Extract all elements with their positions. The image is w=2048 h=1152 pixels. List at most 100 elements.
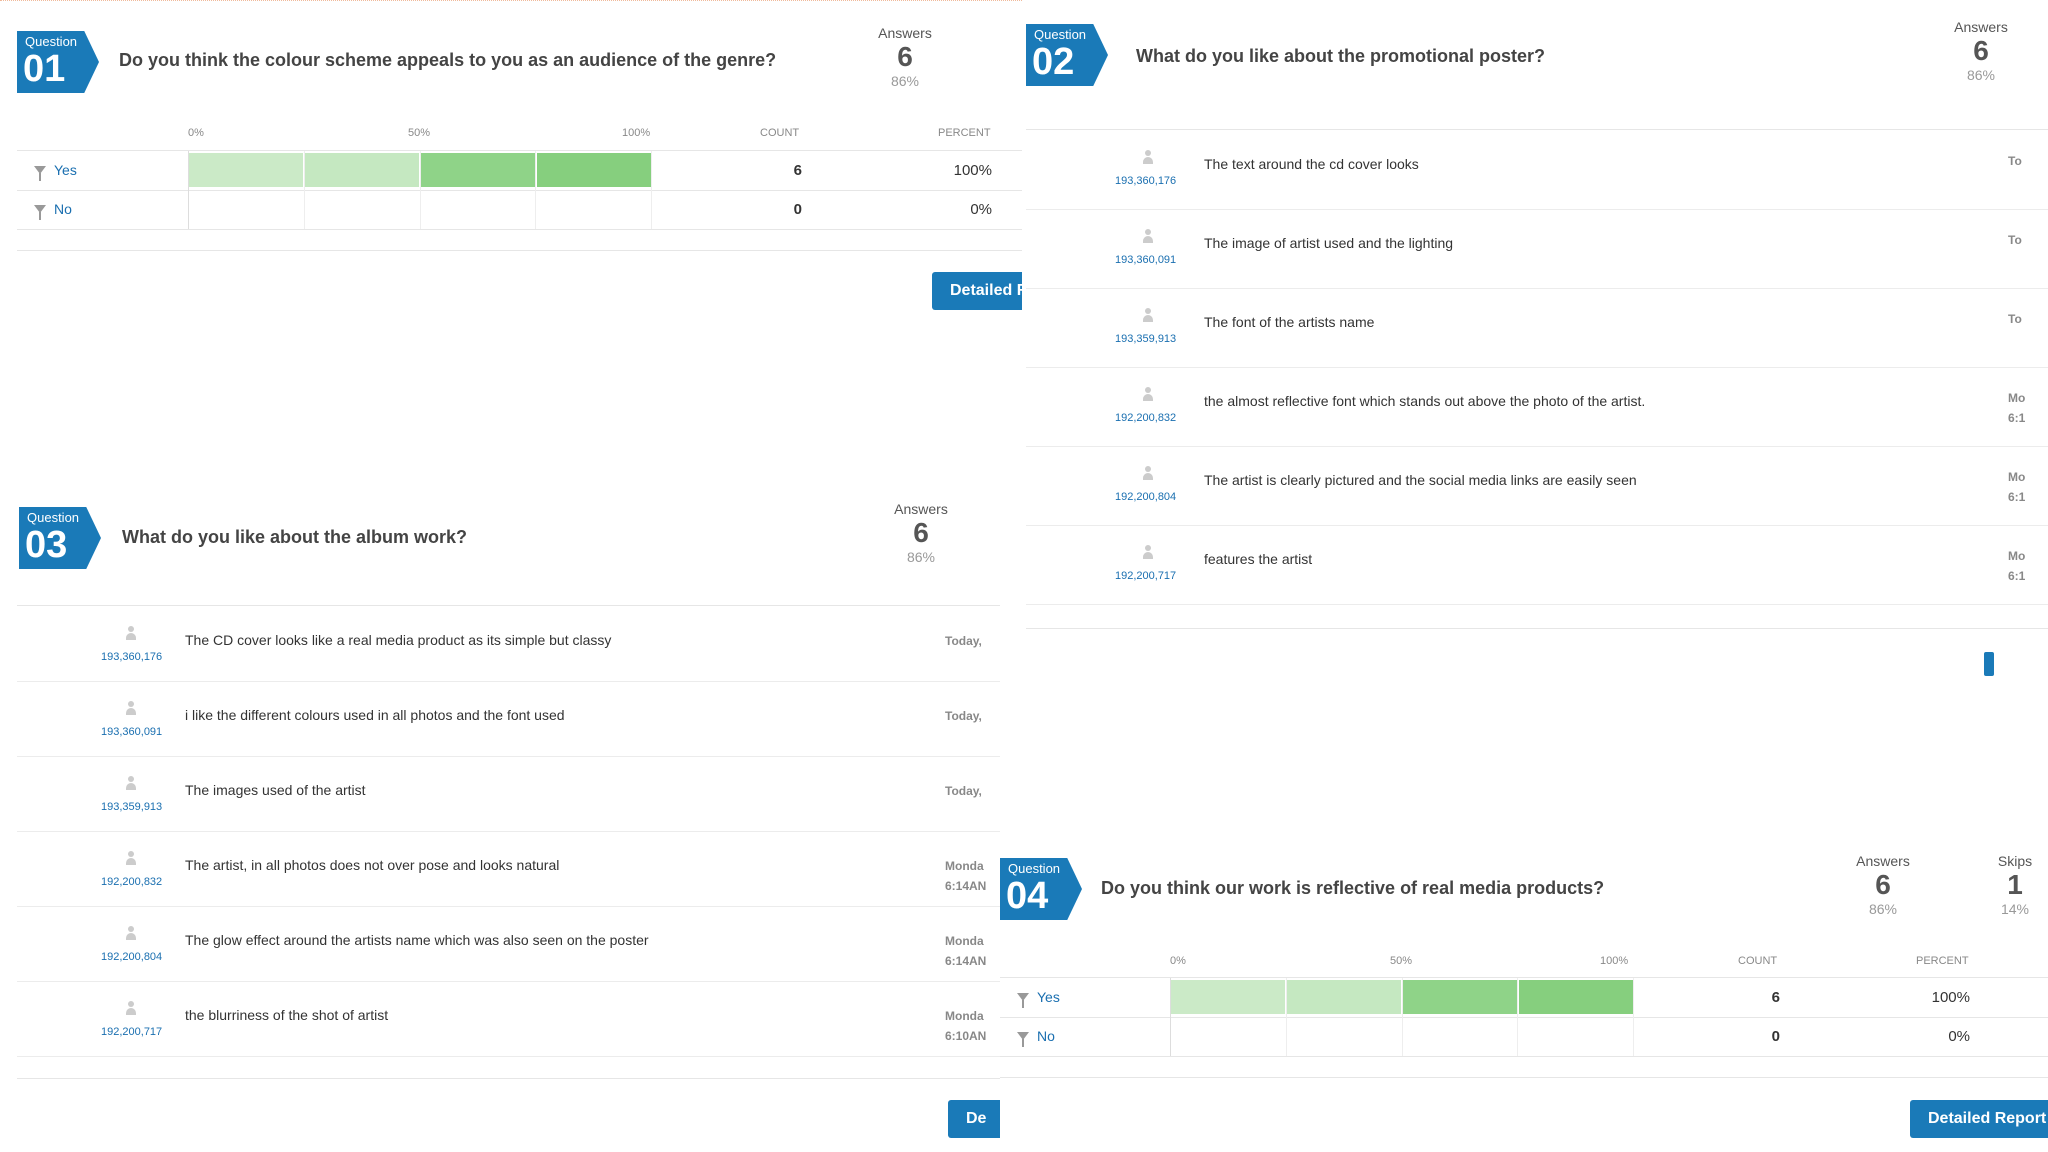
response-row: 192,200,717 the blurriness of the shot of… (17, 981, 1000, 1057)
axis-tick-100: 100% (1600, 955, 1629, 967)
user-icon (1143, 387, 1153, 401)
question-badge: Question 02 (1026, 24, 1108, 86)
filter-icon[interactable] (1017, 993, 1029, 1008)
response-row: 193,360,091 i like the different colours … (17, 681, 1000, 757)
question-badge: Question 04 (1000, 858, 1082, 920)
response-date: Monda (945, 859, 984, 873)
skips-percent: 14% (2000, 901, 2030, 917)
question-number: 02 (1032, 41, 1075, 83)
response-date: To (2008, 312, 2022, 326)
bar-segment (1287, 980, 1401, 1014)
axis-tick-50: 50% (1390, 955, 1413, 967)
response-date: To (2008, 154, 2022, 168)
filter-icon[interactable] (34, 205, 46, 220)
filter-icon[interactable] (34, 166, 46, 181)
response-date: Today, (945, 709, 982, 723)
answers-count: 6 (1973, 35, 1989, 66)
respondent-id[interactable]: 193,359,913 (1115, 333, 1177, 345)
answers-percent: 86% (906, 549, 936, 565)
question-03-panel: Question 03 What do you like about the a… (0, 478, 1000, 1152)
skips-count: 1 (2007, 869, 2023, 900)
response-date: Today, (945, 784, 982, 798)
respondent-id[interactable]: 193,360,091 (1115, 254, 1177, 266)
respondent-id[interactable]: 192,200,717 (101, 1026, 163, 1038)
question-badge-label: Question (1034, 27, 1087, 42)
percent-yes: 100% (1931, 989, 1970, 1006)
bar-segment (1403, 980, 1517, 1014)
question-01-panel: Question 01 Do you think the colour sche… (0, 0, 1022, 471)
question-text: Do you think the colour scheme appeals t… (119, 50, 777, 70)
user-icon (1143, 545, 1153, 559)
respondent-id[interactable]: 192,200,804 (101, 951, 163, 963)
user-icon (1143, 150, 1153, 164)
detailed-report-button[interactable] (1984, 652, 1994, 676)
question-text: What do you like about the promotional p… (1136, 46, 1545, 66)
skips-stat: Skips 1 14% (1990, 853, 2040, 917)
detailed-report-button[interactable]: Detailed Report (1910, 1100, 2048, 1138)
user-icon (126, 626, 136, 640)
choice-yes[interactable]: Yes (34, 162, 77, 181)
bar-segment (421, 153, 535, 187)
choice-no[interactable]: No (34, 201, 72, 220)
choice-label: Yes (1037, 989, 1060, 1005)
user-icon (1143, 308, 1153, 322)
response-text: The font of the artists name (1204, 314, 1375, 330)
respondent-id[interactable]: 193,360,176 (101, 651, 163, 663)
respondent-id[interactable]: 192,200,804 (1115, 491, 1177, 503)
filter-icon[interactable] (1017, 1032, 1029, 1047)
choice-yes[interactable]: Yes (1017, 989, 1060, 1008)
percent-no: 0% (970, 201, 992, 218)
count-yes: 6 (1771, 989, 1780, 1006)
answers-stat: Answers 6 86% (1946, 19, 2016, 83)
axis-tick-100: 100% (622, 127, 651, 139)
user-icon (126, 851, 136, 865)
choice-no[interactable]: No (1017, 1028, 1055, 1047)
question-02-panel: Question 02 What do you like about the p… (1026, 0, 2048, 700)
detailed-report-button[interactable]: De (948, 1100, 1000, 1138)
respondent-id[interactable]: 193,359,913 (101, 801, 163, 813)
response-date: Monda (945, 934, 984, 948)
skips-label: Skips (1997, 853, 2033, 869)
response-date: To (2008, 233, 2022, 247)
respondent-id[interactable]: 192,200,717 (1115, 570, 1177, 582)
bar-yes (189, 153, 651, 187)
respondent-id[interactable]: 193,360,176 (1115, 175, 1177, 187)
user-icon (126, 1001, 136, 1015)
count-header: COUNT (1738, 955, 1778, 967)
divider (1026, 628, 2048, 629)
respondent-id[interactable]: 192,200,832 (101, 876, 163, 888)
answers-count: 6 (913, 517, 929, 548)
response-time: 6:1 (2008, 411, 2026, 425)
response-row: 192,200,804 The artist is clearly picture… (1026, 446, 2048, 526)
response-row: 192,200,717 features the artist Mo 6:1 (1026, 525, 2048, 605)
response-time: 6:10AN (945, 1029, 987, 1043)
answers-count: 6 (1875, 869, 1891, 900)
answers-label: Answers (1954, 19, 2008, 35)
bar-segment (305, 153, 419, 187)
percent-yes: 100% (953, 162, 992, 179)
user-icon (126, 926, 136, 940)
question-04-panel: Question 04 Do you think our work is ref… (1000, 840, 2048, 1152)
answers-percent: 86% (1966, 67, 1996, 83)
detailed-report-button[interactable]: Detailed R (932, 272, 1022, 310)
question-badge-label: Question (25, 34, 78, 49)
respondent-id[interactable]: 193,360,091 (101, 726, 163, 738)
divider (17, 250, 1022, 251)
answers-label: Answers (1856, 853, 1910, 869)
choice-label: No (54, 201, 72, 217)
divider (17, 229, 1022, 230)
respondent-id[interactable]: 192,200,832 (1115, 412, 1177, 424)
response-text: the blurriness of the shot of artist (185, 1007, 389, 1023)
response-text: The images used of the artist (185, 782, 366, 798)
chart-area (1170, 978, 1634, 1056)
response-text: The artist is clearly pictured and the s… (1204, 472, 1637, 488)
question-number: 03 (25, 524, 68, 566)
response-text: The glow effect around the artists name … (185, 932, 649, 948)
answers-stat: Answers 6 86% (1848, 853, 1918, 917)
user-icon (126, 701, 136, 715)
response-row: 193,359,913 The font of the artists name T… (1026, 288, 2048, 368)
choice-label: Yes (54, 162, 77, 178)
chart-area (188, 151, 652, 229)
response-row: 193,360,091 The image of artist used and … (1026, 209, 2048, 289)
percent-header: PERCENT (938, 127, 991, 139)
